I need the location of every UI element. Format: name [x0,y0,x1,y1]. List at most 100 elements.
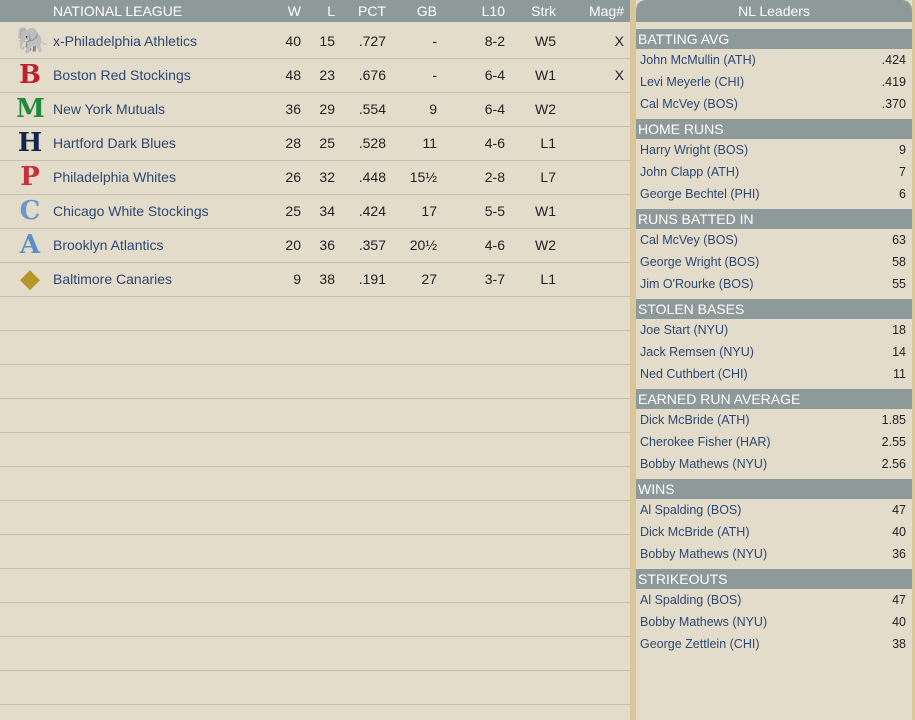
team-gb: - [432,67,437,83]
standings-panel: NATIONAL LEAGUE W L PCT GB L10 Strk Mag#… [0,0,630,720]
col-strk[interactable]: Strk [531,3,556,19]
team-row[interactable]: B Boston Red Stockings 48 23 .676 - 6-4 W1 X [0,58,630,93]
leader-row[interactable]: Jack Remsen (NYU) 14 [636,341,912,363]
player-name[interactable]: Cal McVey (BOS) [640,233,738,247]
team-row[interactable]: 🐘 x-Philadelphia Athletics 40 15 .727 - 8-2 W5 X [0,24,630,59]
team-gb: 27 [421,271,437,287]
leader-row[interactable]: George Bechtel (PHI) 6 [636,183,912,205]
player-name[interactable]: Levi Meyerle (CHI) [640,75,745,89]
team-name[interactable]: Chicago White Stockings [53,203,209,219]
team-name[interactable]: Boston Red Stockings [53,67,191,83]
leader-row[interactable]: Ned Cuthbert (CHI) 11 [636,363,912,385]
player-name[interactable]: Joe Start (NYU) [640,323,729,337]
leader-row[interactable]: Levi Meyerle (CHI) .419 [636,71,912,93]
leader-row[interactable]: Bobby Mathews (NYU) 2.56 [636,453,912,475]
leader-row[interactable]: Jim O'Rourke (BOS) 55 [636,273,912,295]
leader-section: RUNS BATTED IN Cal McVey (BOS) 63 George Wr… [636,209,912,295]
leader-section: HOME RUNS Harry Wright (BOS) 9 John Clapp (… [636,119,912,205]
letter-c-icon: C [19,196,41,226]
team-l10: 3-7 [484,271,505,287]
stat-value: 47 [892,593,906,607]
stat-value: .419 [881,75,906,89]
section-title: WINS [636,479,912,499]
leader-row[interactable]: Dick McBride (ATH) 1.85 [636,409,912,431]
leader-row[interactable]: George Wright (BOS) 58 [636,251,912,273]
team-w: 48 [285,67,301,83]
section-title: RUNS BATTED IN [636,209,912,229]
leader-row[interactable]: Cal McVey (BOS) .370 [636,93,912,115]
team-name[interactable]: Baltimore Canaries [53,271,173,287]
team-l10: 4-6 [484,135,505,151]
elephant-icon: 🐘 [16,26,49,56]
stat-value: 58 [892,255,906,269]
col-gb[interactable]: GB [416,3,437,19]
team-pct: .191 [358,271,386,287]
section-title: HOME RUNS [636,119,912,139]
player-name[interactable]: Jim O'Rourke (BOS) [640,277,754,291]
leader-row[interactable]: Cal McVey (BOS) 63 [636,229,912,251]
leader-row[interactable]: Al Spalding (BOS) 47 [636,589,912,611]
col-mag[interactable]: Mag# [588,3,624,19]
leader-row[interactable]: Bobby Mathews (NYU) 40 [636,611,912,633]
col-w[interactable]: W [287,3,301,19]
player-name[interactable]: Dick McBride (ATH) [640,525,750,539]
player-name[interactable]: Jack Remsen (NYU) [640,345,754,359]
player-name[interactable]: Harry Wright (BOS) [640,143,749,157]
leader-row[interactable]: John McMullin (ATH) .424 [636,49,912,71]
player-name[interactable]: Bobby Mathews (NYU) [640,547,768,561]
player-name[interactable]: Bobby Mathews (NYU) [640,457,768,471]
team-row[interactable]: P Philadelphia Whites 26 32 .448 15½ 2-8 L7 [0,160,630,195]
stat-value: 6 [899,187,906,201]
team-row[interactable]: A Brooklyn Atlantics 20 36 .357 20½ 4-6 W2 [0,228,630,263]
team-l: 34 [319,203,335,219]
leader-row[interactable]: John Clapp (ATH) 7 [636,161,912,183]
team-gb: 15½ [409,169,437,185]
team-l: 36 [319,237,335,253]
league-title: NATIONAL LEAGUE [53,3,183,19]
player-name[interactable]: George Wright (BOS) [640,255,760,269]
team-strk: W5 [535,33,556,49]
team-pct: .357 [358,237,386,253]
player-name[interactable]: Al Spalding (BOS) [640,503,742,517]
team-l: 15 [319,33,335,49]
team-row[interactable]: ◆ Baltimore Canaries 9 38 .191 27 3-7 L1 [0,262,630,297]
leader-row[interactable]: Bobby Mathews (NYU) 36 [636,543,912,565]
team-name[interactable]: x-Philadelphia Athletics [53,33,197,49]
team-row[interactable]: C Chicago White Stockings 25 34 .424 17 5-5 W1 [0,194,630,229]
player-name[interactable]: Cherokee Fisher (HAR) [640,435,771,449]
section-title: STOLEN BASES [636,299,912,319]
leader-section: STRIKEOUTS Al Spalding (BOS) 47 Bobby Mathe… [636,569,912,655]
team-row[interactable]: H Hartford Dark Blues 28 25 .528 11 4-6 L1 [0,126,630,161]
player-name[interactable]: Al Spalding (BOS) [640,593,742,607]
stat-value: 55 [892,277,906,291]
team-l: 29 [319,101,335,117]
player-name[interactable]: Dick McBride (ATH) [640,413,750,427]
stat-value: 7 [899,165,906,179]
player-name[interactable]: Ned Cuthbert (CHI) [640,367,748,381]
team-row[interactable]: M New York Mutuals 36 29 .554 9 6-4 W2 [0,92,630,127]
player-name[interactable]: Bobby Mathews (NYU) [640,615,768,629]
player-name[interactable]: George Bechtel (PHI) [640,187,760,201]
leader-row[interactable]: Al Spalding (BOS) 47 [636,499,912,521]
col-pct[interactable]: PCT [358,3,386,19]
player-name[interactable]: John Clapp (ATH) [640,165,740,179]
stat-value: 11 [893,367,906,381]
stat-value: 36 [892,547,906,561]
stat-value: 40 [892,525,906,539]
leader-row[interactable]: Harry Wright (BOS) 9 [636,139,912,161]
team-name[interactable]: New York Mutuals [53,101,166,117]
col-l[interactable]: L [327,3,335,19]
stat-value: 38 [892,637,906,651]
empty-row [0,364,630,399]
leader-row[interactable]: Joe Start (NYU) 18 [636,319,912,341]
leader-row[interactable]: George Zettlein (CHI) 38 [636,633,912,655]
player-name[interactable]: John McMullin (ATH) [640,53,756,67]
team-name[interactable]: Philadelphia Whites [53,169,176,185]
leader-row[interactable]: Dick McBride (ATH) 40 [636,521,912,543]
col-l10[interactable]: L10 [481,3,505,19]
team-name[interactable]: Brooklyn Atlantics [53,237,164,253]
leader-row[interactable]: Cherokee Fisher (HAR) 2.55 [636,431,912,453]
player-name[interactable]: George Zettlein (CHI) [640,637,760,651]
team-name[interactable]: Hartford Dark Blues [53,135,176,151]
player-name[interactable]: Cal McVey (BOS) [640,97,738,111]
